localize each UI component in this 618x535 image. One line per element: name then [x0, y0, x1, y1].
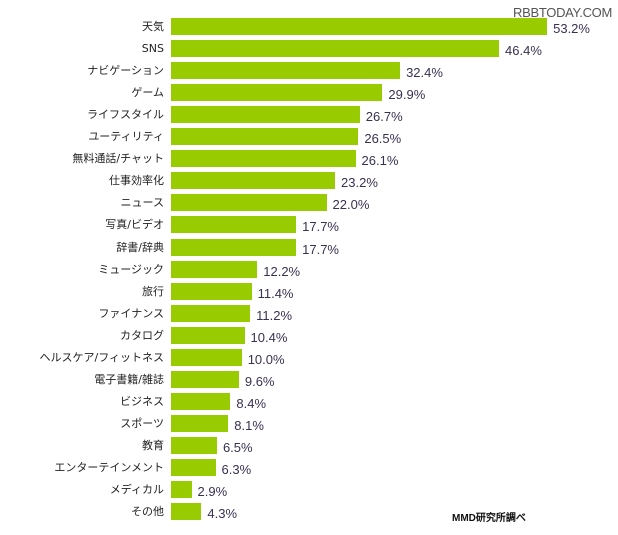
category-label: 無料通話/チャット: [72, 152, 164, 166]
bar-row: 電子書籍/雑誌 9.6%: [0, 370, 618, 389]
category-label: その他: [131, 505, 164, 519]
category-label: ファイナンス: [98, 306, 164, 320]
value-label: 17.7%: [302, 241, 339, 257]
category-label: スポーツ: [120, 416, 164, 430]
category-label: 天気: [142, 20, 164, 33]
bar: [171, 348, 242, 366]
value-label: 4.3%: [207, 506, 238, 522]
value-label: 53.2%: [553, 21, 590, 36]
bar: [171, 326, 245, 344]
bar: [171, 18, 548, 35]
value-label: 17.7%: [302, 219, 339, 235]
value-label: 8.4%: [236, 395, 267, 411]
bar: [171, 84, 383, 102]
category-label: 旅行: [142, 284, 164, 298]
category-label: ヘルスケア/フィットネス: [39, 350, 165, 364]
value-label: 46.4%: [505, 43, 542, 59]
bar-row: 写真/ビデオ 17.7%: [0, 216, 618, 235]
value-label: 23.2%: [341, 175, 378, 191]
bar-row: カタログ 10.4%: [0, 326, 618, 345]
bar-row: その他 4.3%: [0, 503, 618, 522]
bar: [171, 260, 258, 278]
category-label: ライフスタイル: [87, 108, 164, 122]
bar: [171, 194, 327, 212]
bar-row: 教育 6.5%: [0, 436, 618, 455]
watermark: RBBTODAY.COM: [513, 5, 612, 20]
bar: [171, 282, 252, 300]
bar: [171, 370, 239, 388]
category-label: エンターテインメント: [54, 461, 164, 474]
bar-row: スポーツ 8.1%: [0, 414, 618, 433]
value-label: 29.9%: [388, 87, 426, 103]
category-label: カタログ: [120, 328, 164, 342]
value-label: 10.4%: [250, 329, 288, 345]
value-label: 32.4%: [406, 65, 443, 81]
bar: [171, 150, 356, 168]
bar-row: ヘルスケア/フィットネス 10.0%: [0, 348, 618, 367]
category-label: ニュース: [120, 196, 164, 210]
category-label: 仕事効率化: [109, 174, 164, 188]
category-label: ミュージック: [98, 262, 164, 276]
category-label: 辞書/辞典: [116, 240, 164, 254]
value-label: 6.3%: [221, 462, 252, 477]
bar: [171, 216, 297, 234]
value-label: 8.1%: [234, 417, 264, 433]
bar: [171, 62, 401, 80]
value-label: 26.7%: [365, 109, 403, 125]
bar-row: SNS 46.4%: [0, 40, 618, 59]
bar: [171, 503, 202, 521]
bar: [171, 459, 216, 476]
bar-row: ユーティリティ 26.5%: [0, 128, 618, 147]
bar-row: ビジネス 8.4%: [0, 392, 618, 411]
bar-row: エンターテインメント 6.3%: [0, 459, 618, 477]
category-label: SNS: [141, 42, 164, 56]
bar-row: ライフスタイル 26.7%: [0, 106, 618, 125]
category-label: ゲーム: [131, 86, 164, 100]
bar-row: メディカル 2.9%: [0, 481, 618, 500]
category-label: 教育: [142, 438, 164, 452]
bar: [171, 128, 359, 146]
category-label: 写真/ビデオ: [105, 218, 164, 232]
bar-row: ファイナンス 11.2%: [0, 304, 618, 323]
source-note: MMD研究所調べ: [452, 513, 526, 524]
bar-row: 旅行 11.4%: [0, 282, 618, 301]
bar: [171, 172, 336, 190]
bar-row: ミュージック 12.2%: [0, 260, 618, 279]
category-label: メディカル: [109, 483, 164, 497]
bar-row: 無料通話/チャット 26.1%: [0, 150, 618, 169]
bar-row: 天気 53.2%: [0, 18, 618, 36]
value-label: 9.6%: [244, 373, 275, 389]
bar: [171, 392, 231, 410]
value-label: 11.4%: [257, 285, 294, 301]
bar: [171, 414, 229, 432]
value-label: 11.2%: [256, 307, 293, 323]
bar: [171, 238, 297, 256]
bar-row: ニュース 22.0%: [0, 194, 618, 213]
bar-row: ナビゲーション 32.4%: [0, 62, 618, 81]
value-label: 2.9%: [197, 484, 228, 500]
value-label: 26.1%: [361, 153, 399, 169]
bar: [171, 106, 360, 124]
bar: [171, 436, 217, 454]
category-label: ナビゲーション: [87, 64, 164, 78]
bar: [171, 40, 500, 58]
bar-row: 辞書/辞典 17.7%: [0, 238, 618, 257]
value-label: 10.0%: [247, 351, 285, 367]
bar-row: 仕事効率化 23.2%: [0, 172, 618, 191]
category-label: 電子書籍/雑誌: [94, 372, 164, 386]
value-label: 12.2%: [263, 263, 301, 279]
category-label: ビジネス: [120, 394, 164, 408]
value-label: 6.5%: [222, 439, 253, 455]
bar-row: ゲーム 29.9%: [0, 84, 618, 103]
value-label: 22.0%: [332, 197, 370, 213]
bar: [171, 481, 192, 499]
category-label: ユーティリティ: [88, 130, 164, 144]
bar: [171, 304, 251, 322]
value-label: 26.5%: [364, 131, 402, 147]
